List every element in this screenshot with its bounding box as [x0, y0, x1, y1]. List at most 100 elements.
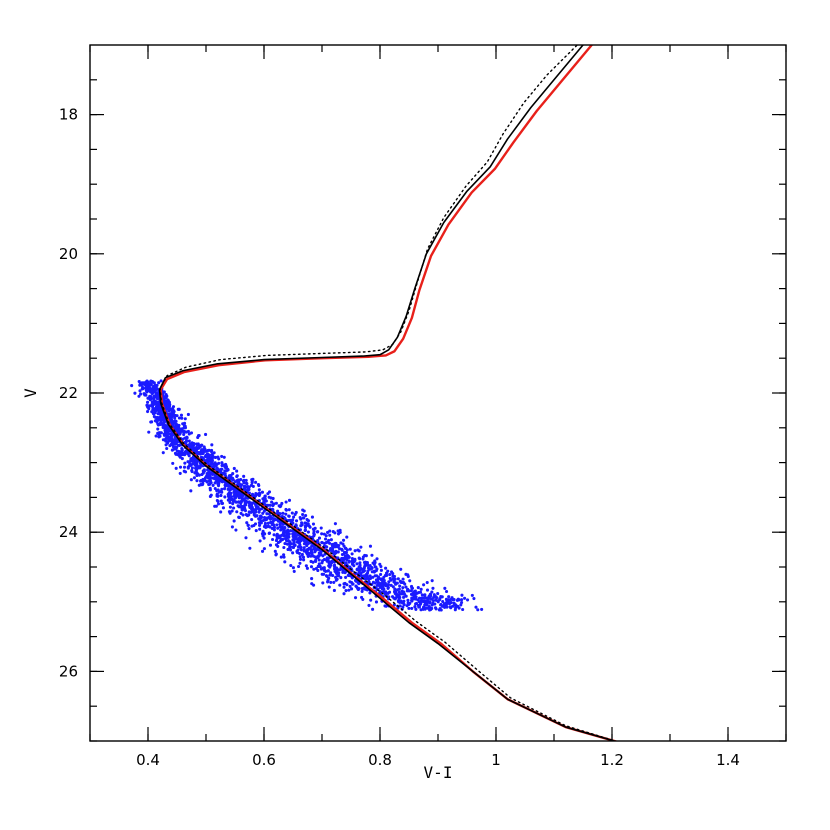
- scatter-point: [237, 496, 241, 500]
- scatter-point: [197, 483, 201, 487]
- scatter-point: [173, 413, 177, 417]
- scatter-point: [291, 551, 295, 555]
- scatter-point: [144, 385, 148, 389]
- scatter-point: [274, 552, 278, 556]
- scatter-point: [337, 573, 341, 577]
- scatter-point: [381, 586, 385, 590]
- scatter-point: [223, 465, 227, 470]
- scatter-point: [266, 524, 270, 528]
- scatter-point: [292, 515, 296, 519]
- scatter-point: [150, 410, 154, 414]
- scatter-point: [380, 577, 384, 581]
- scatter-point: [426, 598, 430, 602]
- scatter-point: [299, 524, 303, 528]
- scatter-point: [260, 490, 265, 494]
- scatter-point: [377, 583, 381, 588]
- scatter-point: [164, 443, 168, 447]
- scatter-point: [286, 534, 290, 538]
- scatter-point: [370, 565, 374, 570]
- scatter-point: [230, 525, 234, 529]
- scatter-point: [422, 583, 426, 587]
- scatter-point: [293, 512, 297, 516]
- scatter-point: [231, 476, 235, 480]
- scatter-point: [171, 405, 176, 409]
- scatter-point: [407, 606, 411, 610]
- scatter-point: [231, 502, 235, 506]
- scatter-point: [130, 384, 134, 388]
- scatter-point: [344, 546, 348, 550]
- scatter-point: [198, 452, 202, 456]
- scatter-point: [219, 510, 223, 514]
- scatter-point: [284, 533, 288, 538]
- scatter-point: [166, 402, 170, 406]
- scatter-point: [152, 412, 156, 416]
- scatter-point: [138, 383, 142, 387]
- scatter-point: [343, 571, 347, 575]
- scatter-point: [235, 510, 239, 514]
- scatter-point: [476, 608, 480, 612]
- y-tick-label: 26: [59, 662, 78, 680]
- scatter-point: [167, 407, 171, 411]
- scatter-point: [353, 549, 357, 553]
- scatter-point: [407, 589, 411, 593]
- scatter-point: [177, 407, 181, 411]
- scatter-point: [353, 557, 357, 561]
- scatter-point: [393, 592, 397, 596]
- scatter-point: [472, 596, 476, 601]
- scatter-point: [196, 435, 200, 440]
- scatter-point: [189, 478, 193, 482]
- scatter-point: [220, 454, 224, 458]
- scatter-point: [280, 514, 284, 519]
- scatter-point: [155, 403, 159, 407]
- scatter-point: [177, 416, 181, 420]
- scatter-point: [267, 531, 271, 535]
- scatter-point: [220, 501, 225, 505]
- scatter-point: [248, 546, 252, 550]
- scatter-point: [187, 439, 191, 443]
- scatter-point: [414, 607, 418, 611]
- scatter-point: [237, 480, 241, 484]
- scatter-point: [180, 416, 184, 420]
- scatter-point: [326, 578, 330, 582]
- scatter-point: [223, 483, 227, 487]
- scatter-point: [234, 528, 238, 532]
- scatter-point: [239, 483, 244, 487]
- scatter-point: [459, 603, 463, 607]
- scatter-point: [176, 443, 180, 447]
- x-tick-label: 1.4: [716, 751, 740, 769]
- scatter-point: [325, 574, 329, 578]
- scatter-point: [371, 575, 375, 579]
- scatter-point: [182, 465, 187, 469]
- scatter-point: [290, 511, 294, 515]
- scatter-point: [159, 431, 163, 435]
- scatter-point: [282, 555, 286, 559]
- scatter-point: [191, 445, 195, 449]
- scatter-point: [366, 566, 371, 570]
- scatter-point: [195, 479, 199, 483]
- scatter-point: [332, 552, 336, 556]
- scatter-point: [358, 561, 362, 565]
- scatter-point: [211, 455, 215, 459]
- scatter-point: [262, 509, 266, 513]
- scatter-point: [297, 541, 301, 545]
- scatter-point: [334, 566, 339, 570]
- scatter-point: [326, 530, 330, 535]
- scatter-point: [357, 587, 361, 591]
- scatter-point: [399, 567, 403, 571]
- scatter-point: [299, 536, 303, 540]
- scatter-point: [350, 587, 354, 591]
- scatter-point: [234, 491, 238, 495]
- scatter-point: [328, 533, 332, 537]
- scatter-point: [242, 484, 246, 488]
- scatter-point: [186, 452, 190, 456]
- scatter-point: [291, 532, 295, 536]
- scatter-point: [210, 459, 214, 464]
- scatter-point: [137, 394, 141, 398]
- scatter-point: [210, 471, 214, 475]
- scatter-point: [436, 592, 440, 596]
- scatter-point: [265, 512, 269, 516]
- scatter-point: [314, 567, 318, 571]
- scatter-point: [421, 607, 425, 611]
- scatter-point: [213, 461, 217, 465]
- scatter-point: [186, 412, 190, 417]
